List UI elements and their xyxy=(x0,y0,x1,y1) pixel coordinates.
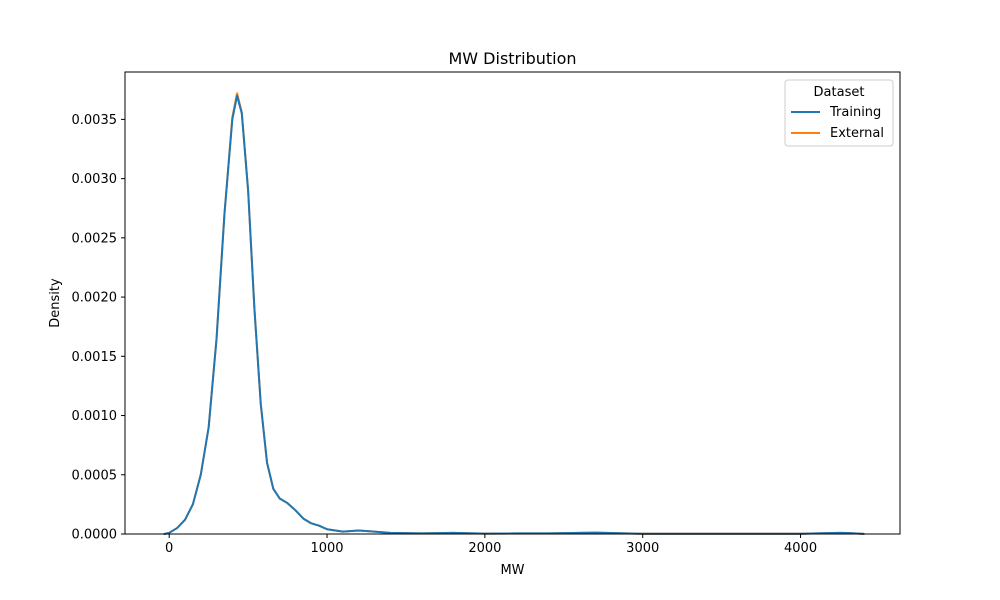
legend-label-external: External xyxy=(830,126,884,141)
y-tick-label: 0.0035 xyxy=(72,113,118,128)
y-tick-label: 0.0005 xyxy=(72,468,118,483)
x-tick-label: 1000 xyxy=(310,541,343,556)
x-axis: 0 1000 2000 3000 4000 xyxy=(165,534,817,556)
x-tick-label: 2000 xyxy=(468,541,501,556)
x-tick-label: 4000 xyxy=(784,541,817,556)
series-line-training xyxy=(163,94,865,535)
y-tick-label: 0.0030 xyxy=(72,172,118,187)
legend-label-training: Training xyxy=(829,105,881,120)
y-axis-label: Density xyxy=(48,278,63,328)
y-tick-label: 0.0025 xyxy=(72,231,118,246)
y-tick-label: 0.0020 xyxy=(72,291,118,306)
y-tick-label: 0.0015 xyxy=(72,350,118,365)
legend-title: Dataset xyxy=(814,85,865,100)
chart-title: MW Distribution xyxy=(448,49,576,68)
x-tick-label: 3000 xyxy=(626,541,659,556)
plot-frame xyxy=(124,71,901,535)
legend-box xyxy=(784,79,894,147)
y-axis: 0.0000 0.0005 0.0010 0.0015 0.0020 0.0025 0.00… xyxy=(72,113,125,543)
series-line-external xyxy=(163,92,865,535)
y-tick-label: 0.0010 xyxy=(72,409,118,424)
series-layer xyxy=(163,92,865,535)
y-tick-label: 0.0000 xyxy=(72,528,118,543)
x-tick-label: 0 xyxy=(165,541,173,556)
plot-area xyxy=(124,71,901,535)
x-axis-label: MW xyxy=(500,563,524,578)
legend: Dataset Training External xyxy=(784,79,894,147)
